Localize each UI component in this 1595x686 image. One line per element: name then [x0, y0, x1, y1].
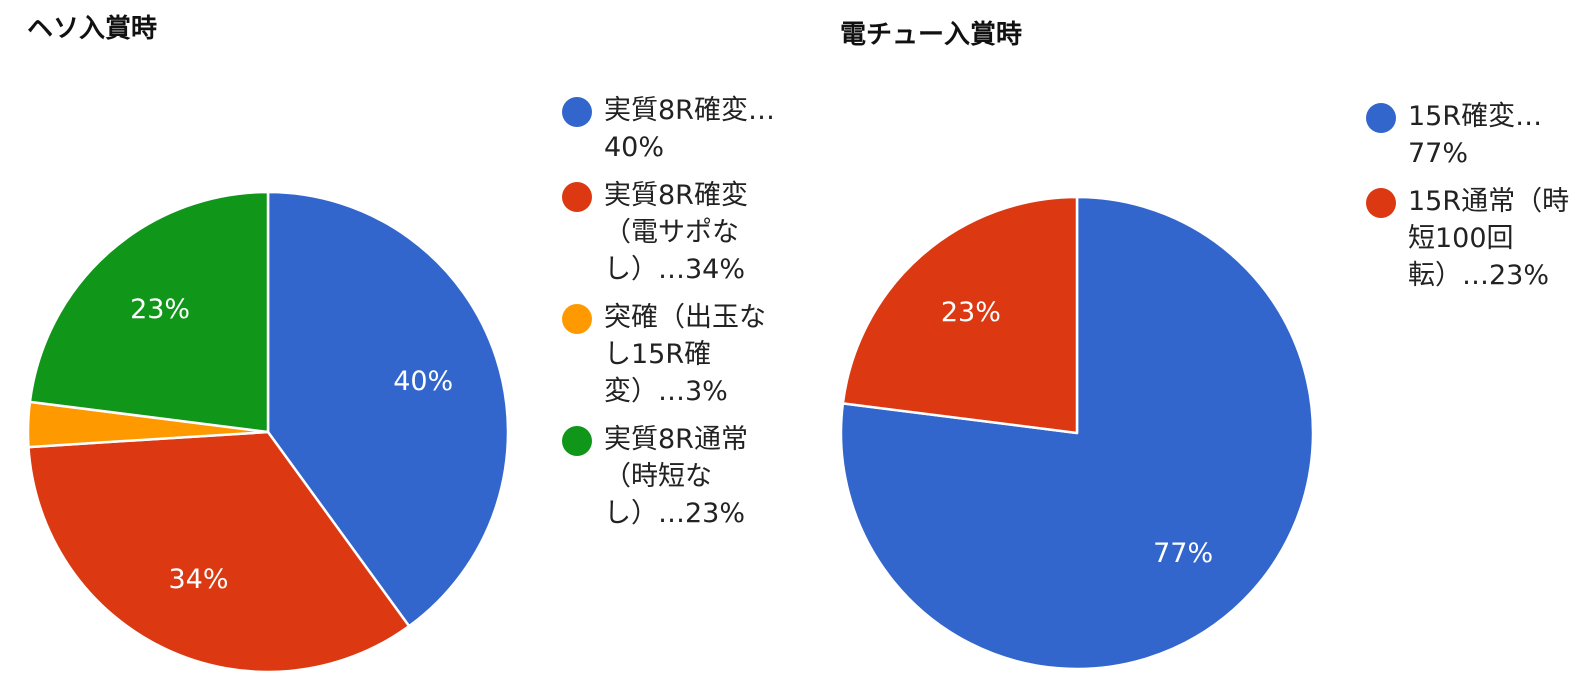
legend-label-1-1-2: 転）…23%	[1408, 260, 1550, 291]
legend-label-0-2-1: し15R確	[604, 339, 712, 370]
chart-title-denchu: 電チュー入賞時	[840, 20, 1023, 50]
legend-item-0-0[interactable]: 実質8R確変… 40%	[562, 92, 812, 166]
legend-dot-0-1	[562, 182, 592, 212]
pie-0-slice-1[interactable]	[27, 430, 411, 674]
pie-0-slice-0-label: 40%	[393, 366, 453, 397]
legend-label-0-1-1: （電サポな	[604, 217, 739, 248]
legend-label-0-2-0: 突確（出玉な	[604, 302, 766, 333]
pie-1-slice-1[interactable]	[841, 195, 1079, 435]
legend-denchu: 15R確変… 77% 15R通常（時 短100回転）…23%	[1366, 98, 1591, 305]
pie-1-slice-0-label: 77%	[1153, 538, 1213, 569]
legend-dot-0-2	[562, 304, 592, 334]
legend-label-0-0-0: 実質8R確変…	[604, 95, 775, 126]
legend-dot-0-0	[562, 97, 592, 127]
pie-0-slice-1-label: 34%	[169, 564, 229, 595]
pie-0-slice-3-label: 23%	[130, 294, 190, 325]
legend-label-0-1-0: 実質8R確変	[604, 180, 748, 211]
legend-dot-1-1	[1366, 188, 1396, 218]
pie-1-slice-1-label: 23%	[941, 297, 1001, 328]
legend-dot-1-0	[1366, 103, 1396, 133]
chart-title-heso: ヘソ入賞時	[27, 14, 158, 44]
legend-label-0-2-2: 変）…3%	[604, 376, 728, 407]
legend-label-1-1-1: 短100回	[1408, 223, 1514, 254]
legend-item-0-2[interactable]: 突確（出玉な し15R確変）…3%	[562, 299, 812, 410]
pie-0-slice-3[interactable]	[28, 190, 270, 434]
legend-heso: 実質8R確変… 40% 実質8R確変 （電サポなし）…34% 突確（出玉な し15R確変）…	[562, 92, 812, 543]
legend-label-1-1-0: 15R通常（時	[1408, 186, 1570, 217]
pie-0-slice-0[interactable]	[266, 190, 510, 628]
legend-label-0-3-0: 実質8R通常	[604, 424, 748, 455]
legend-item-1-0[interactable]: 15R確変… 77%	[1366, 98, 1591, 172]
legend-item-0-3[interactable]: 実質8R通常 （時短なし）…23%	[562, 421, 812, 532]
legend-dot-0-3	[562, 426, 592, 456]
legend-label-1-0-1: 77%	[1408, 138, 1469, 169]
legend-label-1-0-0: 15R確変…	[1408, 101, 1543, 132]
legend-label-0-0-1: 40%	[604, 132, 665, 163]
legend-item-0-1[interactable]: 実質8R確変 （電サポなし）…34%	[562, 177, 812, 288]
legend-label-0-1-2: し）…34%	[604, 254, 746, 285]
legend-label-0-3-2: し）…23%	[604, 498, 746, 529]
legend-label-0-3-1: （時短な	[604, 461, 712, 492]
legend-item-1-1[interactable]: 15R通常（時 短100回転）…23%	[1366, 183, 1591, 294]
